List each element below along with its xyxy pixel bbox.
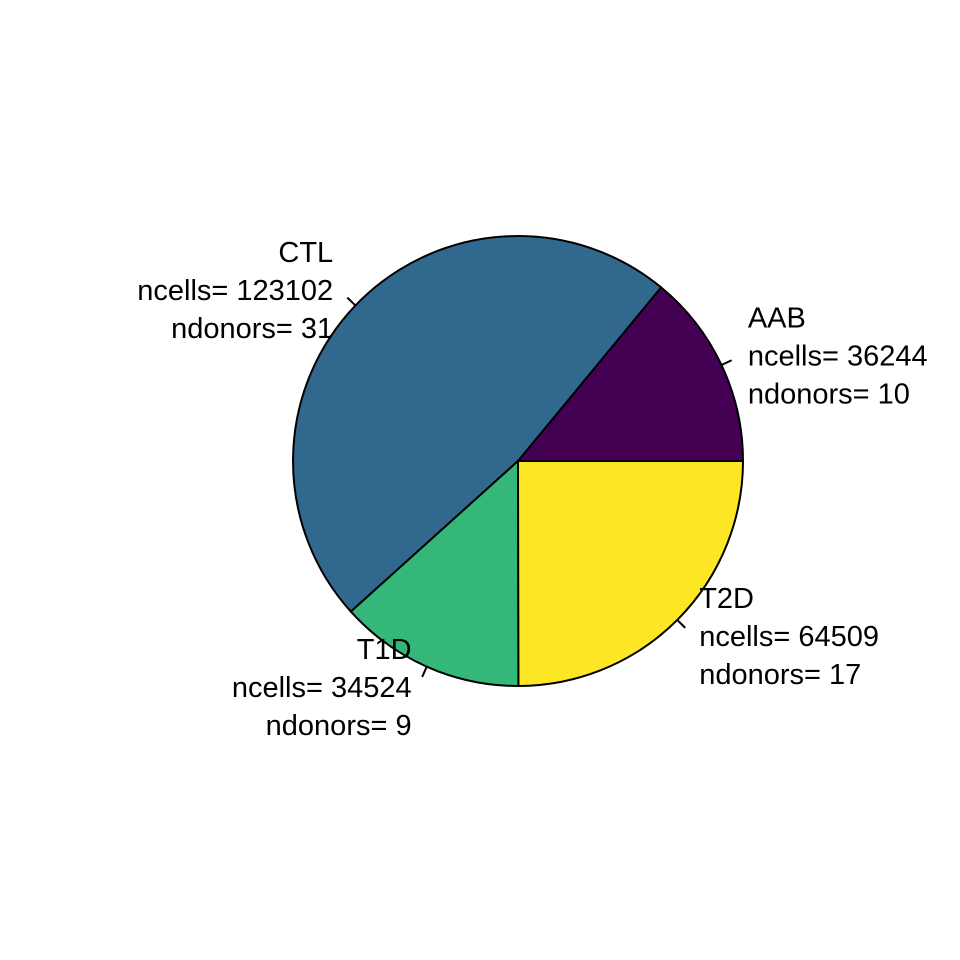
label-ndonors-ctl: ndonors= 31 bbox=[171, 313, 333, 345]
pie-leader-lines bbox=[346, 296, 733, 678]
label-category-ctl: CTL bbox=[278, 237, 333, 269]
label-category-t1d: T1D bbox=[357, 634, 412, 666]
label-ncells-ctl: ncells= 123102 bbox=[137, 275, 333, 307]
label-ncells-t2d: ncells= 64509 bbox=[699, 621, 879, 653]
leader-line-t1d bbox=[421, 666, 428, 678]
label-category-aab: AAB bbox=[748, 302, 806, 334]
label-ndonors-t1d: ndonors= 9 bbox=[266, 710, 412, 742]
pie-labels: AAB ncells= 36244 ndonors= 10 CTL ncells= 12… bbox=[137, 237, 927, 742]
leader-line-aab bbox=[721, 359, 733, 366]
label-ncells-t1d: ncells= 34524 bbox=[232, 672, 412, 704]
label-ncells-aab: ncells= 36244 bbox=[748, 340, 928, 372]
pie-slice-aab bbox=[515, 285, 745, 462]
leader-line-ctl bbox=[346, 296, 357, 307]
pie-slice-t2d bbox=[516, 460, 745, 688]
pie-slices bbox=[292, 235, 745, 688]
leader-line-t2d bbox=[676, 619, 686, 629]
pie-slice-ctl bbox=[292, 235, 663, 614]
label-ndonors-aab: ndonors= 10 bbox=[748, 378, 910, 410]
label-category-t2d: T2D bbox=[699, 583, 754, 615]
pie-slice-t1d bbox=[349, 458, 520, 688]
label-ndonors-t2d: ndonors= 17 bbox=[699, 659, 861, 691]
